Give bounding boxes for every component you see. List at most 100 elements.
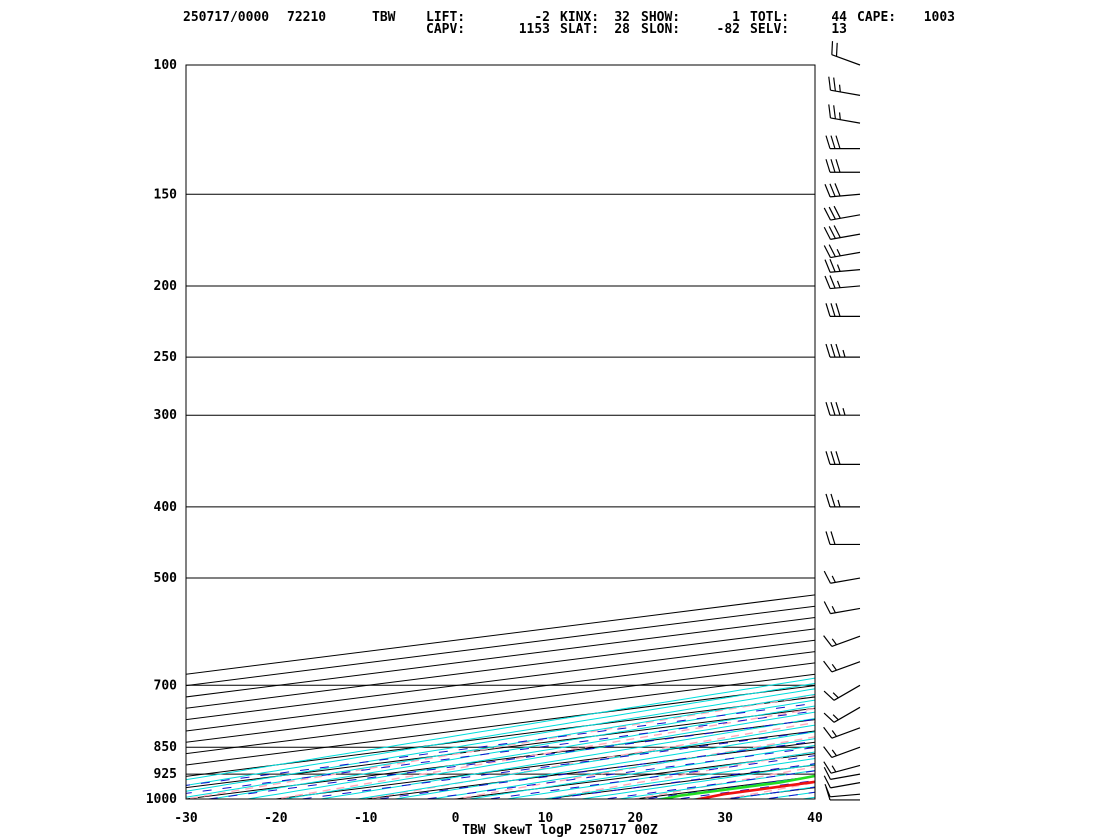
wind-barb-flag (833, 205, 841, 219)
wind-barb-flag (823, 245, 831, 258)
chart-grid (186, 31, 1120, 814)
wind-barb-flag (823, 726, 833, 739)
chart-title: TBW SkewT logP 250717 00Z (462, 823, 658, 838)
wind-barb-flag (824, 184, 831, 198)
wind-barb (823, 726, 861, 739)
sounding-header: 250717/0000 72210 TBW LIFT: -2 KINX: 32 … (0, 0, 1120, 40)
mixing-ratio-line (422, 746, 815, 799)
wind-barb-flag (828, 104, 832, 118)
wind-barb (823, 706, 861, 723)
dry-adiabat (721, 781, 815, 799)
dry-adiabat (1005, 31, 1120, 814)
wind-barb-staff (830, 793, 861, 798)
wind-barb-flag (825, 402, 831, 416)
moist-adiabat (186, 677, 815, 781)
wind-barb-half-flag (831, 663, 837, 671)
wind-barb-half-flag (831, 749, 837, 757)
wind-barb (824, 183, 861, 198)
wind-barb (831, 41, 861, 66)
wind-barb-flag (835, 135, 841, 149)
y-tick-label-100: 100 (154, 58, 178, 73)
x-tick-label--20: -20 (264, 811, 288, 826)
wind-barb-flag (825, 135, 831, 149)
moist-adiabat (186, 682, 815, 786)
dry-adiabat (451, 736, 815, 799)
isotherm-line (186, 719, 815, 799)
moist-adiabat (503, 751, 815, 799)
x-tick-label-30: 30 (717, 811, 733, 826)
wind-barb (823, 761, 861, 774)
isotherm-line (186, 662, 815, 743)
y-tick-label-1000: 1000 (146, 792, 177, 807)
plot-frame (185, 64, 816, 800)
wind-barb (824, 258, 861, 273)
wind-barb (823, 225, 861, 240)
wind-barb (828, 76, 861, 96)
dewpoint-profile (658, 774, 815, 799)
index-value-capv: 1153 (518, 22, 550, 37)
wind-barb-flag (830, 343, 836, 358)
y-tick-label-300: 300 (154, 408, 178, 423)
y-tick-label-250: 250 (154, 350, 178, 365)
dry-adiabat (271, 707, 815, 799)
index-value-selv: 13 (831, 22, 847, 37)
wind-barb-flag (835, 159, 841, 173)
wind-barb (823, 746, 861, 759)
mixing-ratio-line (297, 730, 815, 799)
wind-barb-flag (835, 451, 841, 465)
wind-barb-flag (823, 226, 831, 240)
wind-barb-staff (830, 607, 861, 615)
wind-barb-flag (833, 105, 836, 119)
wind-barb-flag (829, 275, 836, 289)
index-label-cape: CAPE: (857, 10, 897, 25)
wind-barb (825, 531, 860, 546)
wind-barb (825, 451, 860, 465)
wind-barb-half-flag (838, 112, 841, 120)
wind-barb (823, 775, 861, 789)
y-tick-label-700: 700 (154, 678, 178, 693)
wind-barb (823, 635, 861, 647)
moist-adiabat (466, 744, 815, 799)
wind-barb-flag (825, 159, 831, 173)
wind-barb-half-flag (832, 714, 839, 721)
y-tick-label-850: 850 (154, 740, 178, 755)
isotherm-line (361, 741, 815, 799)
wind-barb-flag (830, 531, 836, 545)
mixing-ratio-line (204, 718, 815, 799)
wind-barb (825, 343, 860, 358)
wind-barb-flag (823, 601, 831, 614)
moist-adiabat (689, 781, 815, 799)
wind-barb-half-flag (836, 280, 841, 288)
index-label-lift: LIFT: (426, 10, 466, 25)
wind-barb-half-flag (836, 264, 841, 272)
station-id: 72210 (287, 10, 327, 25)
wind-barb-flag (830, 451, 836, 465)
wind-barb-flag (823, 775, 831, 789)
moist-adiabat (799, 796, 815, 799)
wind-barb-flag (824, 275, 831, 289)
wind-barb (825, 493, 860, 508)
moist-adiabat (186, 693, 815, 798)
moist-adiabat (726, 786, 815, 799)
isotherm-line (631, 775, 815, 799)
x-tick-label-20: 20 (627, 811, 643, 826)
index-label-capv: CAPV: (426, 22, 466, 37)
x-tick-label-0: 0 (452, 811, 460, 826)
dry-adiabat (914, 31, 1120, 814)
wind-barb-staff (830, 782, 861, 789)
wind-barb-flag (823, 660, 833, 673)
mixing-ratio-line (641, 775, 815, 799)
wind-barb-flag (830, 493, 836, 508)
wind-barb (825, 786, 860, 801)
wind-barb (823, 601, 861, 615)
wind-barb-half-flag (842, 349, 846, 358)
isotherm-line (186, 628, 815, 709)
wind-barb-staff (830, 764, 861, 774)
mixing-ratio-line (186, 710, 815, 794)
x-tick-label--10: -10 (354, 811, 378, 826)
wind-barb-flag (824, 259, 831, 273)
chart-series (658, 774, 815, 799)
station-name: TBW (372, 10, 396, 25)
